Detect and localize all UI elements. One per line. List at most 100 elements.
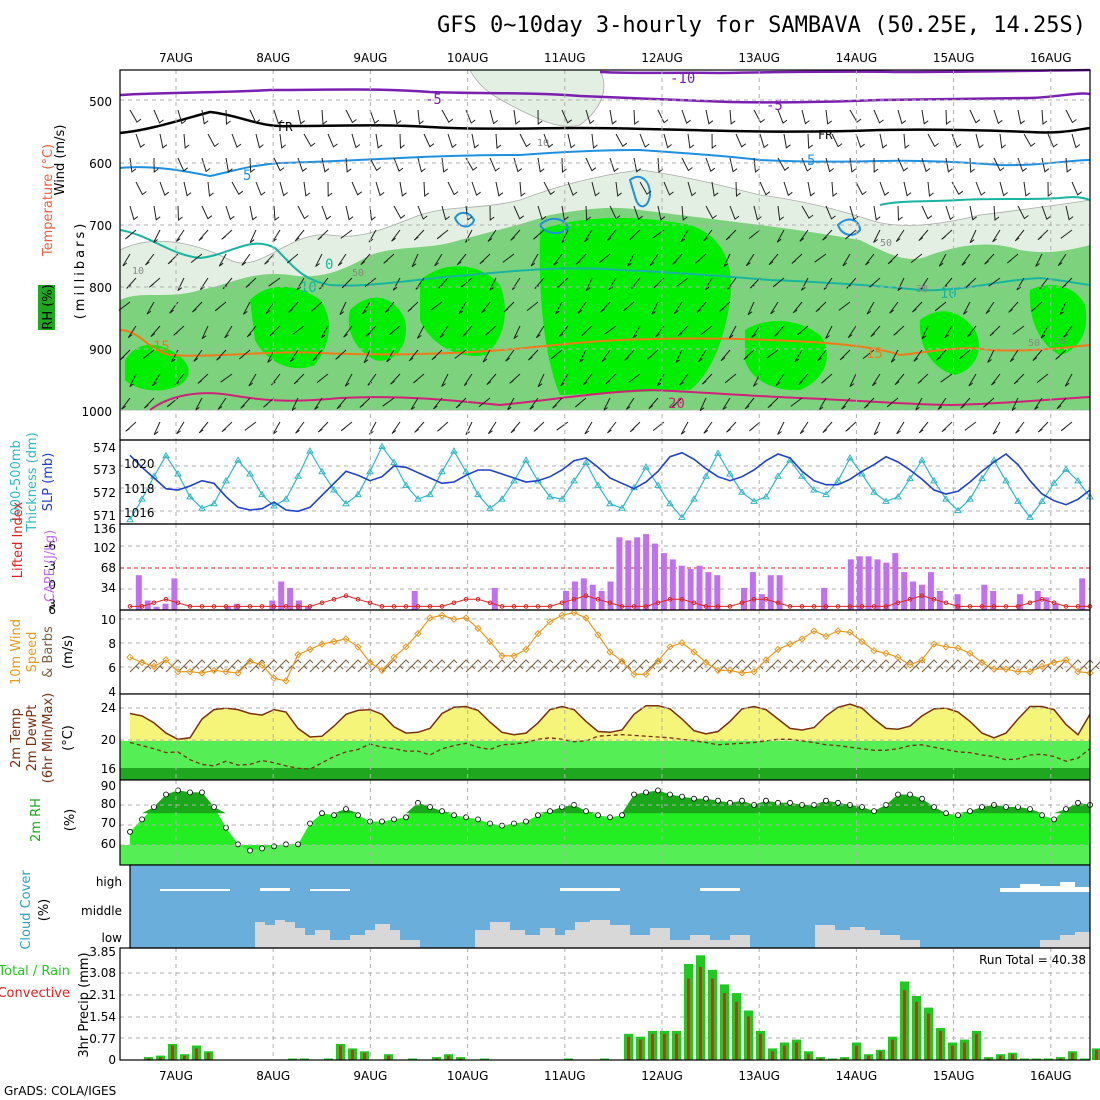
rh2m-marker — [211, 804, 217, 810]
wind-barb — [345, 205, 354, 221]
li-tick: 3 — [48, 597, 56, 611]
cape-bar — [563, 591, 569, 610]
cape-bar — [1052, 603, 1059, 610]
li-marker — [619, 604, 625, 609]
rh2m-marker — [439, 808, 445, 814]
wind10-barb — [573, 659, 590, 673]
wind-barb — [680, 229, 689, 243]
wind-barb — [729, 205, 740, 220]
rh-bright-blob — [125, 344, 189, 391]
cape-bar — [981, 584, 988, 610]
precip-convective-bar — [1071, 1052, 1074, 1060]
wind-barb — [487, 229, 497, 242]
temp-contour-15 — [119, 329, 1091, 357]
li-marker — [1075, 604, 1081, 609]
precip-convective-bar — [711, 978, 714, 1060]
wind-barb — [321, 205, 332, 221]
thickness-marker — [882, 497, 890, 504]
rh2m-marker — [871, 808, 877, 814]
slp-grid — [120, 440, 1090, 524]
rh2m-marker — [187, 789, 193, 796]
thickness-marker — [246, 470, 254, 477]
wind-barb — [624, 349, 635, 361]
wind-barb — [462, 325, 473, 337]
wind-barb — [118, 301, 131, 311]
wind10-barb — [513, 659, 530, 673]
wind-barb — [567, 181, 578, 196]
wind10-marker — [1050, 658, 1058, 667]
thickness-marker — [654, 481, 662, 488]
wind10-marker — [474, 624, 482, 633]
axis-label-rh: RH (%) — [41, 284, 56, 329]
wind-barb — [735, 133, 746, 148]
wind-barb — [609, 205, 621, 220]
wind-barb — [1065, 109, 1077, 124]
wind-barb — [777, 205, 784, 221]
wind-barb — [695, 253, 707, 264]
cape-li-panel: -6 -3 0 3 6 136 102 68 34 Lifted Index C… — [11, 501, 1093, 617]
wind-barb — [1065, 205, 1074, 221]
wind-barb — [121, 397, 131, 410]
day-label: 12AUG — [641, 1069, 683, 1083]
wind-barb — [149, 277, 161, 288]
wind-barb — [1064, 373, 1073, 387]
cape-bar — [643, 534, 650, 610]
wind-barb — [753, 109, 765, 124]
li-marker — [415, 604, 421, 609]
wind-barb — [991, 373, 1001, 386]
wind-barb — [465, 157, 478, 171]
wind-barb — [533, 421, 545, 432]
cape-tick: 102 — [93, 541, 116, 555]
wind-barb — [841, 397, 851, 410]
cape-bar — [580, 578, 587, 610]
wind-barb — [681, 205, 688, 221]
rh2m-marker — [595, 812, 601, 819]
li-marker — [991, 604, 997, 609]
wind-barb — [246, 325, 257, 338]
rh2m-marker — [895, 791, 901, 798]
wind-barb — [894, 373, 905, 386]
contour-label: 30 — [1055, 336, 1067, 347]
wind-barb — [526, 301, 539, 311]
wind-barb — [679, 373, 689, 386]
wind-barb — [423, 133, 435, 148]
wind-barb — [927, 181, 934, 197]
wind-barb — [591, 133, 598, 149]
wind-barb — [238, 349, 251, 360]
li-marker — [643, 604, 649, 609]
wind-barb — [1014, 229, 1025, 242]
li-tick: 0 — [48, 578, 56, 592]
wind10-marker — [462, 614, 470, 622]
wind-barb — [893, 325, 905, 336]
wind-barb — [663, 181, 674, 196]
wind-barb — [801, 109, 810, 125]
li-marker — [967, 604, 973, 609]
rh2m-marker — [307, 820, 313, 827]
cape-bar — [687, 568, 694, 610]
wind-barb — [279, 181, 288, 197]
wind-barb — [388, 325, 401, 336]
wind-barb — [249, 109, 261, 124]
wind-barb — [177, 109, 187, 125]
wind-barb — [745, 253, 755, 267]
credit: GrADS: COLA/IGES — [4, 1084, 116, 1098]
thickness-marker — [822, 490, 830, 498]
wind-barb — [556, 421, 569, 431]
wind-barb — [831, 133, 843, 148]
wind-barb — [463, 373, 473, 386]
wind10-barb — [813, 659, 830, 673]
thickness-marker — [306, 447, 314, 454]
li-marker — [739, 600, 745, 606]
li-marker — [883, 604, 889, 609]
precip-convective-bar — [207, 1052, 210, 1060]
wind10-marker — [330, 637, 338, 646]
cape-bar — [652, 543, 658, 610]
wind-barb — [703, 421, 713, 434]
wind-barb — [629, 421, 641, 433]
li-marker — [1003, 604, 1009, 609]
wind-barb — [622, 301, 635, 312]
cape-bar — [910, 581, 917, 610]
slp-tick: 1020 — [124, 457, 155, 471]
day-label: 11AUG — [544, 1069, 586, 1083]
wind-barb — [966, 325, 977, 338]
